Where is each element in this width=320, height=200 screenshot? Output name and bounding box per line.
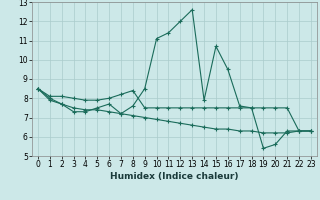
- X-axis label: Humidex (Indice chaleur): Humidex (Indice chaleur): [110, 172, 239, 181]
